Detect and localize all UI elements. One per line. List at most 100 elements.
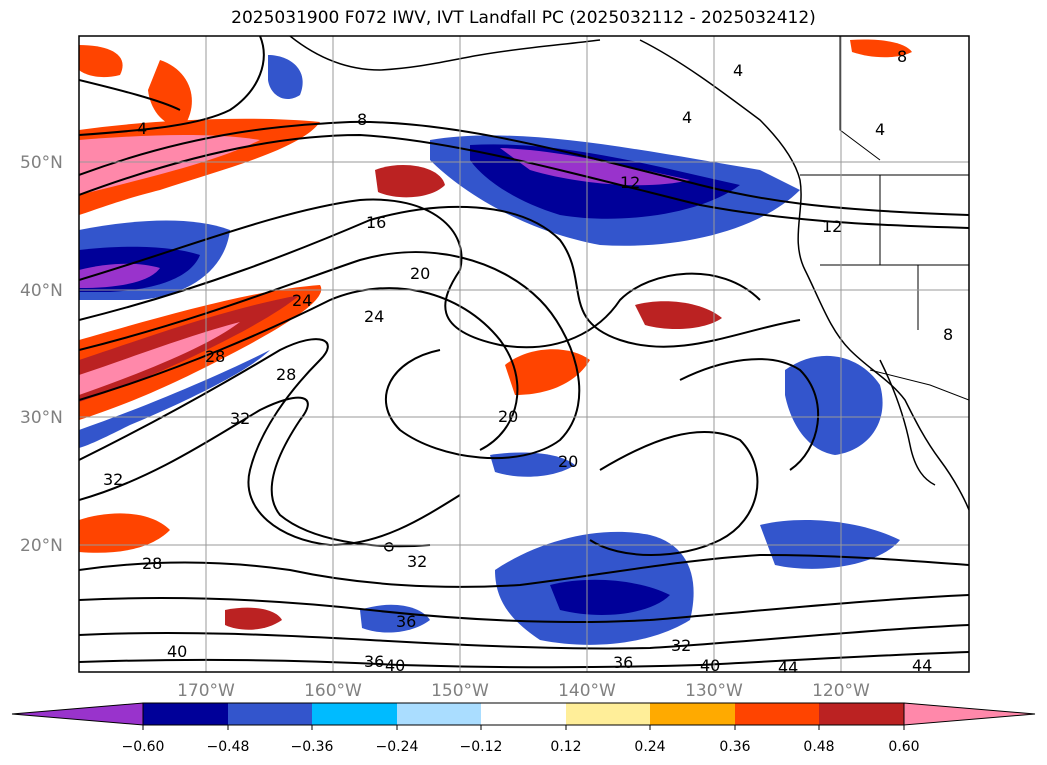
contour-label: 24: [292, 291, 312, 310]
lat-labels: 50°N 40°N 30°N 20°N: [20, 153, 63, 556]
negative-blob-west-purple: [79, 263, 160, 288]
positive-patch-5: [225, 607, 282, 630]
contour-label: 20: [558, 452, 578, 471]
borders: [800, 36, 969, 401]
colorbar-tick-label: −0.60: [122, 739, 165, 755]
colorbar-tick-label: 0.12: [550, 739, 581, 755]
contour-label: 24: [364, 307, 384, 326]
contour-label: 36: [396, 612, 416, 631]
colorbar-tick-label: 0.60: [888, 739, 919, 755]
lon-label-160w: 160°W: [304, 681, 362, 701]
contour-line: [79, 133, 969, 229]
negative-band-sw: [79, 350, 270, 448]
contour-label: 36: [613, 653, 633, 672]
contour-line: [79, 287, 519, 451]
positive-blob-top: [148, 60, 192, 126]
lon-label-170w: 170°W: [177, 681, 235, 701]
colorbar-tick-label: −0.12: [460, 739, 503, 755]
contour-label: 44: [912, 656, 932, 675]
contour-line: [79, 251, 581, 460]
contour-label: 8: [943, 325, 953, 344]
positive-patch-ne: [850, 39, 912, 58]
contour-line: [79, 651, 969, 669]
negative-cluster-east-2: [760, 520, 900, 569]
colorbar-segment: [397, 703, 481, 725]
contour-label: 20: [498, 407, 518, 426]
contour-label: 32: [230, 409, 250, 428]
colorbar-tick-label: −0.48: [207, 739, 250, 755]
positive-patch-3: [635, 301, 722, 330]
border-us-mexico: [869, 369, 969, 401]
colorbar-segment: [735, 703, 819, 725]
gridlines: [79, 36, 969, 672]
colorbar-tick-label: 0.36: [719, 739, 750, 755]
contour-label: 16: [366, 213, 386, 232]
lat-label-50n: 50°N: [20, 153, 63, 173]
contour-label: 12: [620, 173, 640, 192]
contour-label: 4: [137, 119, 147, 138]
contour-label: 8: [357, 110, 367, 129]
colorbar-tick-label: 0.48: [803, 739, 834, 755]
lon-label-120w: 120°W: [812, 681, 870, 701]
lat-label-40n: 40°N: [20, 281, 63, 301]
contour-label: 28: [276, 365, 296, 384]
contour-line: [679, 358, 820, 471]
colorbar-segment: [819, 703, 904, 725]
contour-line: [79, 624, 969, 650]
shaded-regions: [79, 39, 912, 645]
positive-patch-1: [375, 165, 445, 198]
contour-labels: 4 4 4 8 4 8 12 12 16 20 24 24 28 28 32 3…: [103, 47, 953, 677]
coastline-north-america: [639, 39, 969, 511]
colorbar-extend-left: [11, 702, 144, 726]
contour-label: 20: [410, 264, 430, 283]
colorbar-tick-label: 0.24: [634, 739, 665, 755]
contour-line: [79, 594, 969, 623]
colorbar-ticks: [142, 725, 905, 730]
contour-line: [79, 553, 969, 588]
negative-band-north-purple: [500, 148, 690, 186]
contour-label: 44: [778, 658, 798, 677]
contour-label: 40: [167, 642, 187, 661]
contour-line: [79, 79, 181, 111]
contour-label: 40: [385, 656, 405, 675]
contour-line: [589, 431, 759, 556]
contour-line: [79, 396, 431, 548]
lon-label-130w: 130°W: [685, 681, 743, 701]
coastline-baja: [879, 359, 936, 486]
border-canada-alaska: [839, 36, 881, 161]
negative-patch-upper: [268, 55, 303, 100]
colorbar-border: [142, 702, 905, 726]
lon-labels: 170°W 160°W 150°W 140°W 130°W 120°W: [177, 681, 870, 701]
lon-label-140w: 140°W: [558, 681, 616, 701]
positive-patch-4: [79, 513, 170, 553]
contour-label: 32: [103, 470, 123, 489]
lat-label-30n: 30°N: [20, 408, 63, 428]
colorbar-segment: [312, 703, 397, 725]
lat-label-20n: 20°N: [20, 536, 63, 556]
contour-line: [79, 338, 461, 547]
contour-label: 4: [733, 61, 743, 80]
coastline-islands: [384, 542, 394, 552]
positive-band-sw-pink: [79, 322, 240, 395]
colorbar-segment: [566, 703, 650, 725]
colorbar-segment: [481, 703, 566, 725]
negative-cluster-south-core: [550, 579, 670, 615]
contour-label: 32: [407, 552, 427, 571]
colorbar-extend-right: [903, 702, 1036, 726]
colorbar-segment: [143, 703, 228, 725]
contour-label: 40: [700, 656, 720, 675]
contour-line: [79, 205, 801, 348]
contour-line: [79, 36, 265, 136]
contour-label: 4: [875, 120, 885, 139]
contour-label: 28: [142, 554, 162, 573]
contour-label: 8: [897, 47, 907, 66]
lon-label-150w: 150°W: [431, 681, 489, 701]
contour-label: 32: [671, 636, 691, 655]
colorbar-segment: [228, 703, 312, 725]
coastline-alaska: [289, 36, 601, 71]
contour-label: 12: [822, 217, 842, 236]
positive-blob-topleft: [79, 45, 123, 78]
negative-patch-small-2: [490, 452, 575, 477]
colorbar-tick-label: −0.36: [291, 739, 334, 755]
